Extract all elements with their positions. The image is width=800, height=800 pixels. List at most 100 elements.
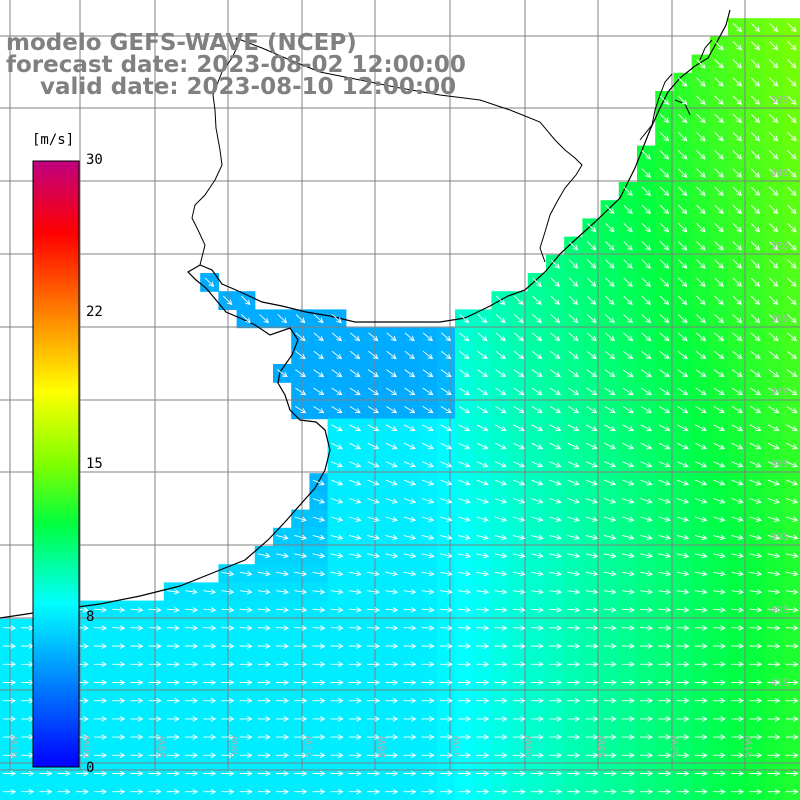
wind-arrow: [641, 350, 652, 360]
wind-arrow: [732, 222, 742, 233]
wind-arrow: [532, 314, 542, 324]
wind-arrow: [604, 387, 616, 396]
wind-arrow: [749, 679, 763, 686]
wind-arrow: [787, 222, 797, 233]
wind-arrow: [621, 588, 635, 595]
wind-arrow: [367, 369, 379, 378]
wind-arrow: [350, 332, 361, 342]
wind-arrow: [586, 332, 597, 342]
wind-arrow: [439, 661, 453, 668]
wind-arrow: [148, 734, 162, 740]
wind-arrow: [458, 643, 472, 649]
wind-arrow: [694, 552, 708, 559]
wind-arrow: [585, 552, 599, 559]
wind-arrow: [677, 314, 688, 324]
wind-arrow: [658, 625, 672, 631]
wind-arrow: [623, 222, 633, 233]
wind-arrow: [622, 350, 634, 360]
wind-arrow: [640, 406, 653, 414]
wind-arrow: [623, 259, 633, 269]
wind-arrow: [696, 295, 706, 306]
wind-arrow: [276, 716, 290, 722]
wind-arrow: [421, 661, 435, 668]
wind-arrow: [112, 679, 126, 686]
wind-arrow: [148, 770, 162, 777]
wind-arrow: [276, 679, 290, 686]
wind-arrow: [458, 734, 472, 740]
wind-arrow: [367, 442, 380, 450]
wind-cell: [782, 273, 800, 292]
wind-arrow: [348, 661, 362, 668]
wind-arrow: [787, 22, 797, 33]
wind-arrow: [294, 752, 308, 759]
wind-arrow: [368, 332, 379, 342]
wind-arrow: [677, 222, 688, 233]
wind-arrow: [658, 697, 672, 704]
wind-arrow: [696, 168, 706, 178]
wind-arrow: [458, 406, 471, 414]
wind-arrow: [696, 131, 706, 142]
colorbar-tick-15: 15: [86, 456, 103, 472]
wind-arrow: [313, 369, 325, 378]
wind-arrow: [513, 461, 526, 468]
wind-arrow: [148, 716, 162, 722]
wind-arrow: [476, 479, 489, 486]
wind-arrow: [604, 350, 616, 360]
wind-arrow: [585, 661, 599, 668]
wind-arrow: [731, 788, 745, 795]
wind-arrow: [203, 788, 217, 795]
wind-arrow: [550, 332, 561, 342]
latitude-label: 41S: [770, 678, 789, 689]
wind-arrow: [75, 788, 89, 795]
wind-arrow: [694, 498, 708, 504]
wind-arrow: [512, 552, 526, 559]
wind-arrow: [785, 679, 799, 686]
wind-arrow: [440, 387, 452, 396]
wind-arrow: [94, 788, 108, 795]
wind-arrow: [367, 734, 381, 740]
wind-arrow: [330, 679, 344, 686]
wind-arrow: [767, 607, 781, 613]
wind-arrow: [295, 314, 306, 324]
wind-arrow: [767, 442, 780, 450]
wind-arrow: [567, 552, 581, 559]
state-border: [235, 37, 583, 263]
wind-arrow: [421, 716, 435, 722]
wind-arrow: [677, 332, 688, 342]
wind-arrow: [767, 534, 781, 541]
wind-arrow: [512, 697, 526, 704]
wind-arrow: [166, 588, 180, 595]
wind-arrow: [659, 222, 670, 233]
wind-arrow: [221, 588, 235, 595]
wind-arrow: [348, 552, 362, 559]
wind-arrow: [495, 406, 507, 414]
wind-arrow: [640, 716, 654, 722]
wind-arrow: [785, 716, 799, 722]
wind-arrow: [714, 59, 724, 69]
wind-arrow: [531, 461, 544, 468]
wind-arrow: [130, 752, 144, 759]
wind-arrow: [786, 350, 798, 360]
wind-arrow: [768, 332, 779, 342]
wind-arrow: [586, 369, 598, 378]
wind-arrow: [349, 479, 362, 486]
wind-arrow: [641, 332, 652, 342]
wind-arrow: [713, 516, 726, 522]
wind-arrow: [549, 643, 563, 649]
wind-arrow: [532, 277, 542, 287]
wind-arrow: [714, 113, 724, 124]
wind-arrow: [203, 734, 217, 740]
wind-arrow: [677, 77, 688, 87]
wind-arrow: [403, 516, 417, 522]
wind-arrow: [513, 314, 524, 324]
wind-arrow: [640, 752, 654, 759]
wind-arrow: [603, 788, 617, 795]
wind-arrow: [712, 588, 726, 595]
wind-arrow: [494, 734, 508, 740]
wind-arrow: [785, 752, 799, 759]
wind-arrow: [312, 516, 326, 522]
wind-arrow: [294, 643, 308, 649]
wind-arrow: [458, 661, 472, 668]
longitude-labels: 61W 60W 59W 58W 57W 56W 55W 54W 53W 52W 51W: [10, 735, 755, 758]
wind-arrow: [694, 716, 708, 722]
